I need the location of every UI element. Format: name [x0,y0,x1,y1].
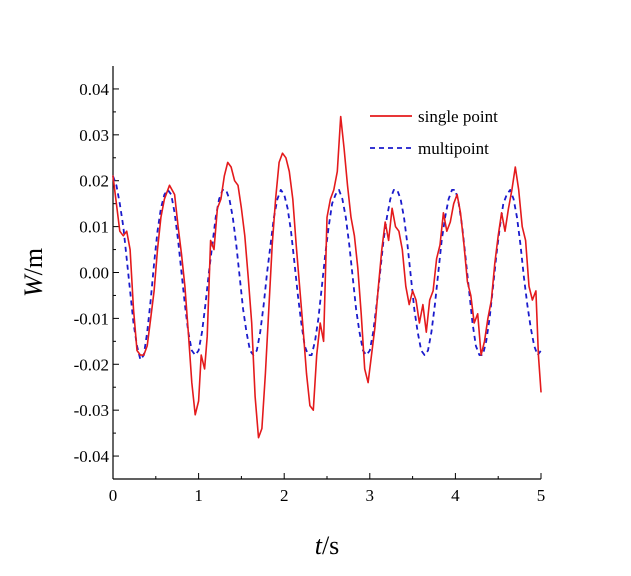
axes: 0.04 0.03 0.02 0.01 0.00 -0.01 -0.02 -0.03 -0.04… [19,66,545,560]
series-line-multipoint [112,175,542,361]
x-tick-label: 1 [194,486,203,505]
y-axis-title: W/m [19,248,48,297]
series-lines [112,115,542,439]
x-tick-label: 4 [451,486,460,505]
y-tick-label: -0.03 [74,401,109,420]
x-tick-label: 5 [537,486,546,505]
y-tick-label: -0.01 [74,309,109,328]
x-tick-label: 2 [280,486,289,505]
y-tick-label: 0.03 [79,126,109,145]
legend-label: single point [418,107,498,126]
x-tick-label: 0 [109,486,118,505]
y-tick-label: 0.01 [79,218,109,237]
legend-label: multipoint [418,139,489,158]
x-tick-label: 3 [366,486,375,505]
y-tick-label: 0.04 [79,80,109,99]
legend: single point multipoint [370,107,498,158]
y-tick-label: -0.04 [74,447,110,466]
y-tick-label: 0.02 [79,172,109,191]
series-line-single-point [112,115,542,439]
y-tick-label: -0.02 [74,355,109,374]
y-tick-label: 0.00 [79,264,109,283]
x-axis-title: t/s [315,531,340,560]
